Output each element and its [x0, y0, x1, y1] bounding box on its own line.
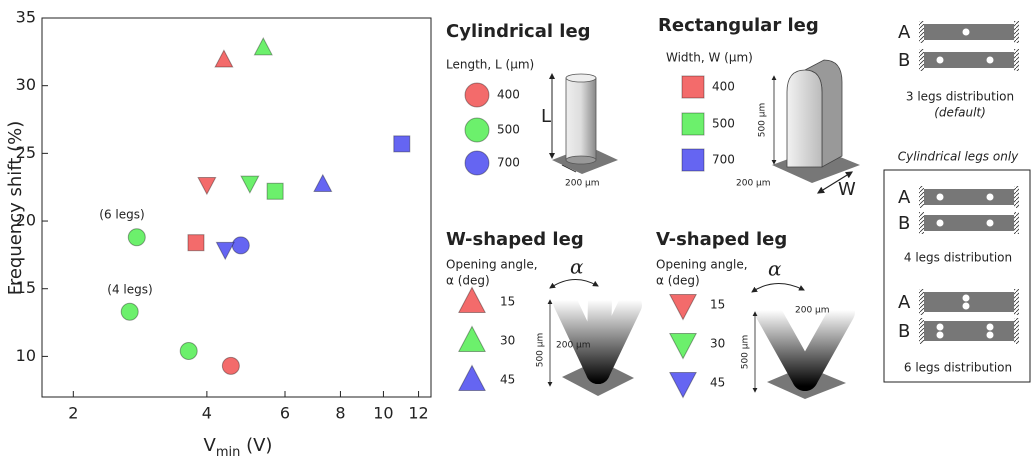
w-shaped-diagram: α 500 µm 200 µm	[536, 255, 635, 397]
legend-label: 30	[500, 334, 515, 348]
panel-subtitle: Opening angle,	[656, 258, 748, 272]
row-label: B	[898, 321, 910, 342]
data-point	[254, 38, 272, 55]
legend-label: 400	[712, 80, 735, 94]
x-tick-label: 2	[68, 404, 78, 423]
row-label: A	[898, 292, 911, 313]
data-point	[180, 342, 197, 359]
y-tick-label: 10	[16, 346, 36, 365]
figure: Frequency shift (%) Vmin (V) L 200 µm 50…	[0, 0, 1034, 459]
data-point	[314, 175, 332, 192]
annotation: (4 legs)	[107, 283, 152, 297]
diagram-label: α	[768, 257, 782, 281]
y-tick-label: 25	[16, 143, 36, 162]
panel-title: W-shaped leg	[446, 229, 584, 250]
data-point	[128, 229, 145, 246]
data-point	[198, 177, 216, 194]
legend-label: 500	[497, 123, 520, 137]
legend-marker	[682, 113, 704, 135]
legend-marker	[465, 83, 489, 107]
x-tick-label: 12	[408, 404, 428, 423]
legend-marker	[465, 118, 489, 142]
legend-marker	[459, 287, 485, 312]
caption: 6 legs distribution	[904, 361, 1012, 375]
legend-marker	[670, 372, 696, 397]
x-tick-label: 8	[335, 404, 345, 423]
panel-title: V-shaped leg	[656, 229, 787, 250]
panel-subtitle: α (deg)	[446, 274, 490, 288]
data-point	[215, 50, 233, 67]
legend-marker	[682, 76, 704, 98]
legend-label: 700	[497, 156, 520, 170]
v-shaped-diagram: α 200 µm 500 µm	[741, 257, 847, 400]
data-point	[241, 176, 259, 193]
legend-marker	[459, 326, 485, 351]
diagram-label: 500 µm	[536, 333, 546, 368]
rectangular-diagram: 500 µm 200 µm W	[736, 60, 860, 200]
legend-label: 30	[710, 337, 725, 351]
data-point	[394, 136, 410, 152]
legend-label: 700	[712, 153, 735, 167]
legend-label: 500	[712, 117, 735, 131]
data-point	[188, 235, 204, 251]
diagram-label: W	[838, 179, 856, 200]
row-label: B	[898, 50, 910, 71]
legend-label: 15	[710, 298, 725, 312]
diagram-label: 500 µm	[758, 103, 768, 138]
diagram-label: L	[541, 106, 551, 127]
legend-label: 45	[710, 376, 725, 390]
x-tick-label: 4	[202, 404, 212, 423]
cylindrical-diagram: L 200 µm	[541, 74, 618, 189]
diagram-label: 200 µm	[565, 179, 600, 189]
y-tick-label: 30	[16, 75, 36, 94]
data-point	[216, 242, 234, 259]
diagram-label: 200 µm	[736, 179, 771, 189]
panel-title: Cylindrical leg	[446, 21, 591, 42]
diagram-label: 200 µm	[795, 306, 830, 316]
legend-marker	[670, 294, 696, 319]
distribution-panel: A B 3 legs distribution (default) Cylind…	[884, 21, 1030, 382]
caption: 3 legs distribution	[906, 90, 1014, 104]
y-tick-label: 35	[16, 8, 36, 27]
row-label: A	[898, 22, 911, 43]
x-axis-label: Vmin (V)	[204, 435, 273, 459]
y-tick-label: 15	[16, 278, 36, 297]
x-tick-label: 10	[373, 404, 393, 423]
beam	[919, 21, 1019, 344]
legend-marker	[459, 365, 485, 390]
data-point	[222, 357, 239, 374]
y-tick-label: 20	[16, 211, 36, 230]
data-point	[232, 237, 249, 254]
row-label: B	[898, 213, 910, 234]
diagram-label: 200 µm	[556, 341, 591, 351]
row-label: A	[898, 187, 911, 208]
legend-label: 15	[500, 295, 515, 309]
x-tick-label: 6	[280, 404, 290, 423]
annotation: (6 legs)	[99, 208, 144, 222]
legend-marker	[682, 149, 704, 171]
panel-subtitle: Length, L (µm)	[446, 58, 534, 72]
data-point	[121, 303, 138, 320]
heading: Cylindrical legs only	[898, 150, 1019, 164]
legend-marker	[670, 333, 696, 358]
panel-subtitle: Opening angle,	[446, 258, 538, 272]
panel-subtitle: α (deg)	[656, 274, 700, 288]
legend-label: 400	[497, 88, 520, 102]
note: (default)	[934, 106, 986, 120]
diagram-label: α	[570, 255, 584, 279]
panel-subtitle: Width, W (µm)	[666, 51, 753, 65]
legend-marker	[465, 151, 489, 175]
data-point	[267, 183, 283, 199]
panel-title: Rectangular leg	[658, 15, 819, 36]
diagram-label: 500 µm	[741, 335, 751, 370]
legend-label: 45	[500, 373, 515, 387]
caption: 4 legs distribution	[904, 251, 1012, 265]
